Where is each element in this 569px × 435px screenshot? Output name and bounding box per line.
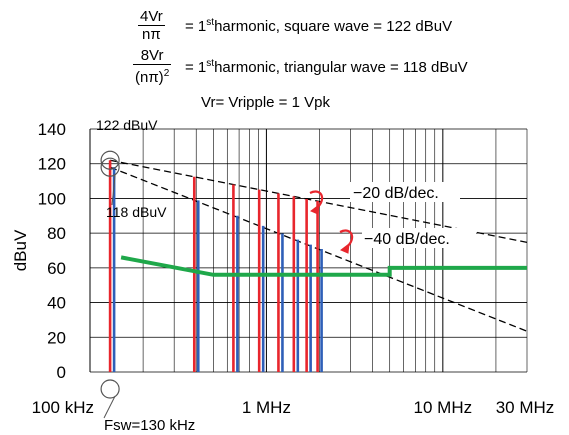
y-tick-label: 0	[57, 363, 66, 382]
square-first-label: 122 dBuV	[96, 117, 158, 133]
slope-label-20db: −20 dB/dec.	[353, 185, 439, 202]
square-first-marker-circle	[100, 150, 120, 170]
y-tick-label: 80	[47, 224, 66, 243]
slope-label-bg	[362, 228, 476, 248]
eq1-numerator: 4Vr	[138, 8, 165, 26]
slope-arrow-20db-head	[310, 203, 320, 215]
eq2-rhs-sup: st	[206, 58, 215, 69]
slope-label-40db: −40 dB/dec.	[364, 231, 450, 248]
eq1-fraction: 4Vr nπ	[138, 8, 165, 43]
eq2-rhs-post: harmonic, triangular wave = 118 dBuV	[214, 59, 468, 76]
eq1-text: = 1stharmonic, square wave = 122 dBuV	[185, 17, 452, 35]
triangular-first-label: 118 dBuV	[106, 204, 167, 220]
eq2-fraction: 8Vr (nπ)2	[133, 47, 172, 86]
y-tick-label: 120	[38, 155, 66, 174]
x-tick-label: 10 MHz	[414, 398, 473, 417]
x-tick-label: 1 MHz	[242, 398, 291, 417]
x-tick-label: 100 kHz	[32, 398, 94, 417]
grid	[89, 128, 528, 373]
eq2-numerator: 8Vr	[133, 47, 172, 65]
eq2-den-sup: 2	[163, 68, 170, 79]
harmonic-bars	[108, 160, 323, 372]
axes: 0 20 40 60 80 100 120 140 dBuV 100 kHz 1 MHz 10 MHz…	[11, 120, 554, 417]
eq1-rhs-pre: = 1	[185, 18, 207, 35]
fsw-marker-circle	[100, 379, 120, 399]
eq2-text: = 1stharmonic, triangular wave = 118 dBu…	[185, 58, 468, 76]
fsw-label: Fsw=130 kHz	[104, 417, 195, 434]
y-tick-label: 140	[38, 120, 66, 139]
limit-line	[120, 255, 527, 277]
fsw-leader	[103, 395, 116, 419]
slope-arrow-40db-head	[340, 242, 350, 254]
eq1-rhs-sup: st	[206, 17, 215, 28]
y-tick-label: 40	[47, 294, 66, 313]
x-tick-label: 30 MHz	[496, 398, 555, 417]
eq1-denominator: nπ	[142, 26, 161, 43]
triangular-first-leader	[111, 175, 116, 206]
y-axis-label: dBuV	[11, 229, 30, 271]
eq2-rhs-pre: = 1	[185, 59, 207, 76]
emission-limit-line	[120, 255, 527, 277]
y-tick-label: 60	[47, 259, 66, 278]
eq2-denominator-wrap: (nπ)2	[133, 65, 171, 86]
y-tick-label: 20	[47, 328, 66, 347]
vripple-label: Vr= Vripple = 1 Vpk	[201, 94, 330, 111]
triangular-first-marker-circle	[100, 157, 120, 177]
y-tick-label: 100	[38, 189, 66, 208]
eq2-denominator: (nπ)	[135, 69, 164, 86]
slope-label-bg	[350, 182, 460, 202]
annotations: 122 dBuV 118 dBuV Fsw=130 kHz −20 dB/dec. −4…	[96, 117, 476, 434]
eq1-rhs-post: harmonic, square wave = 122 dBuV	[214, 18, 453, 35]
